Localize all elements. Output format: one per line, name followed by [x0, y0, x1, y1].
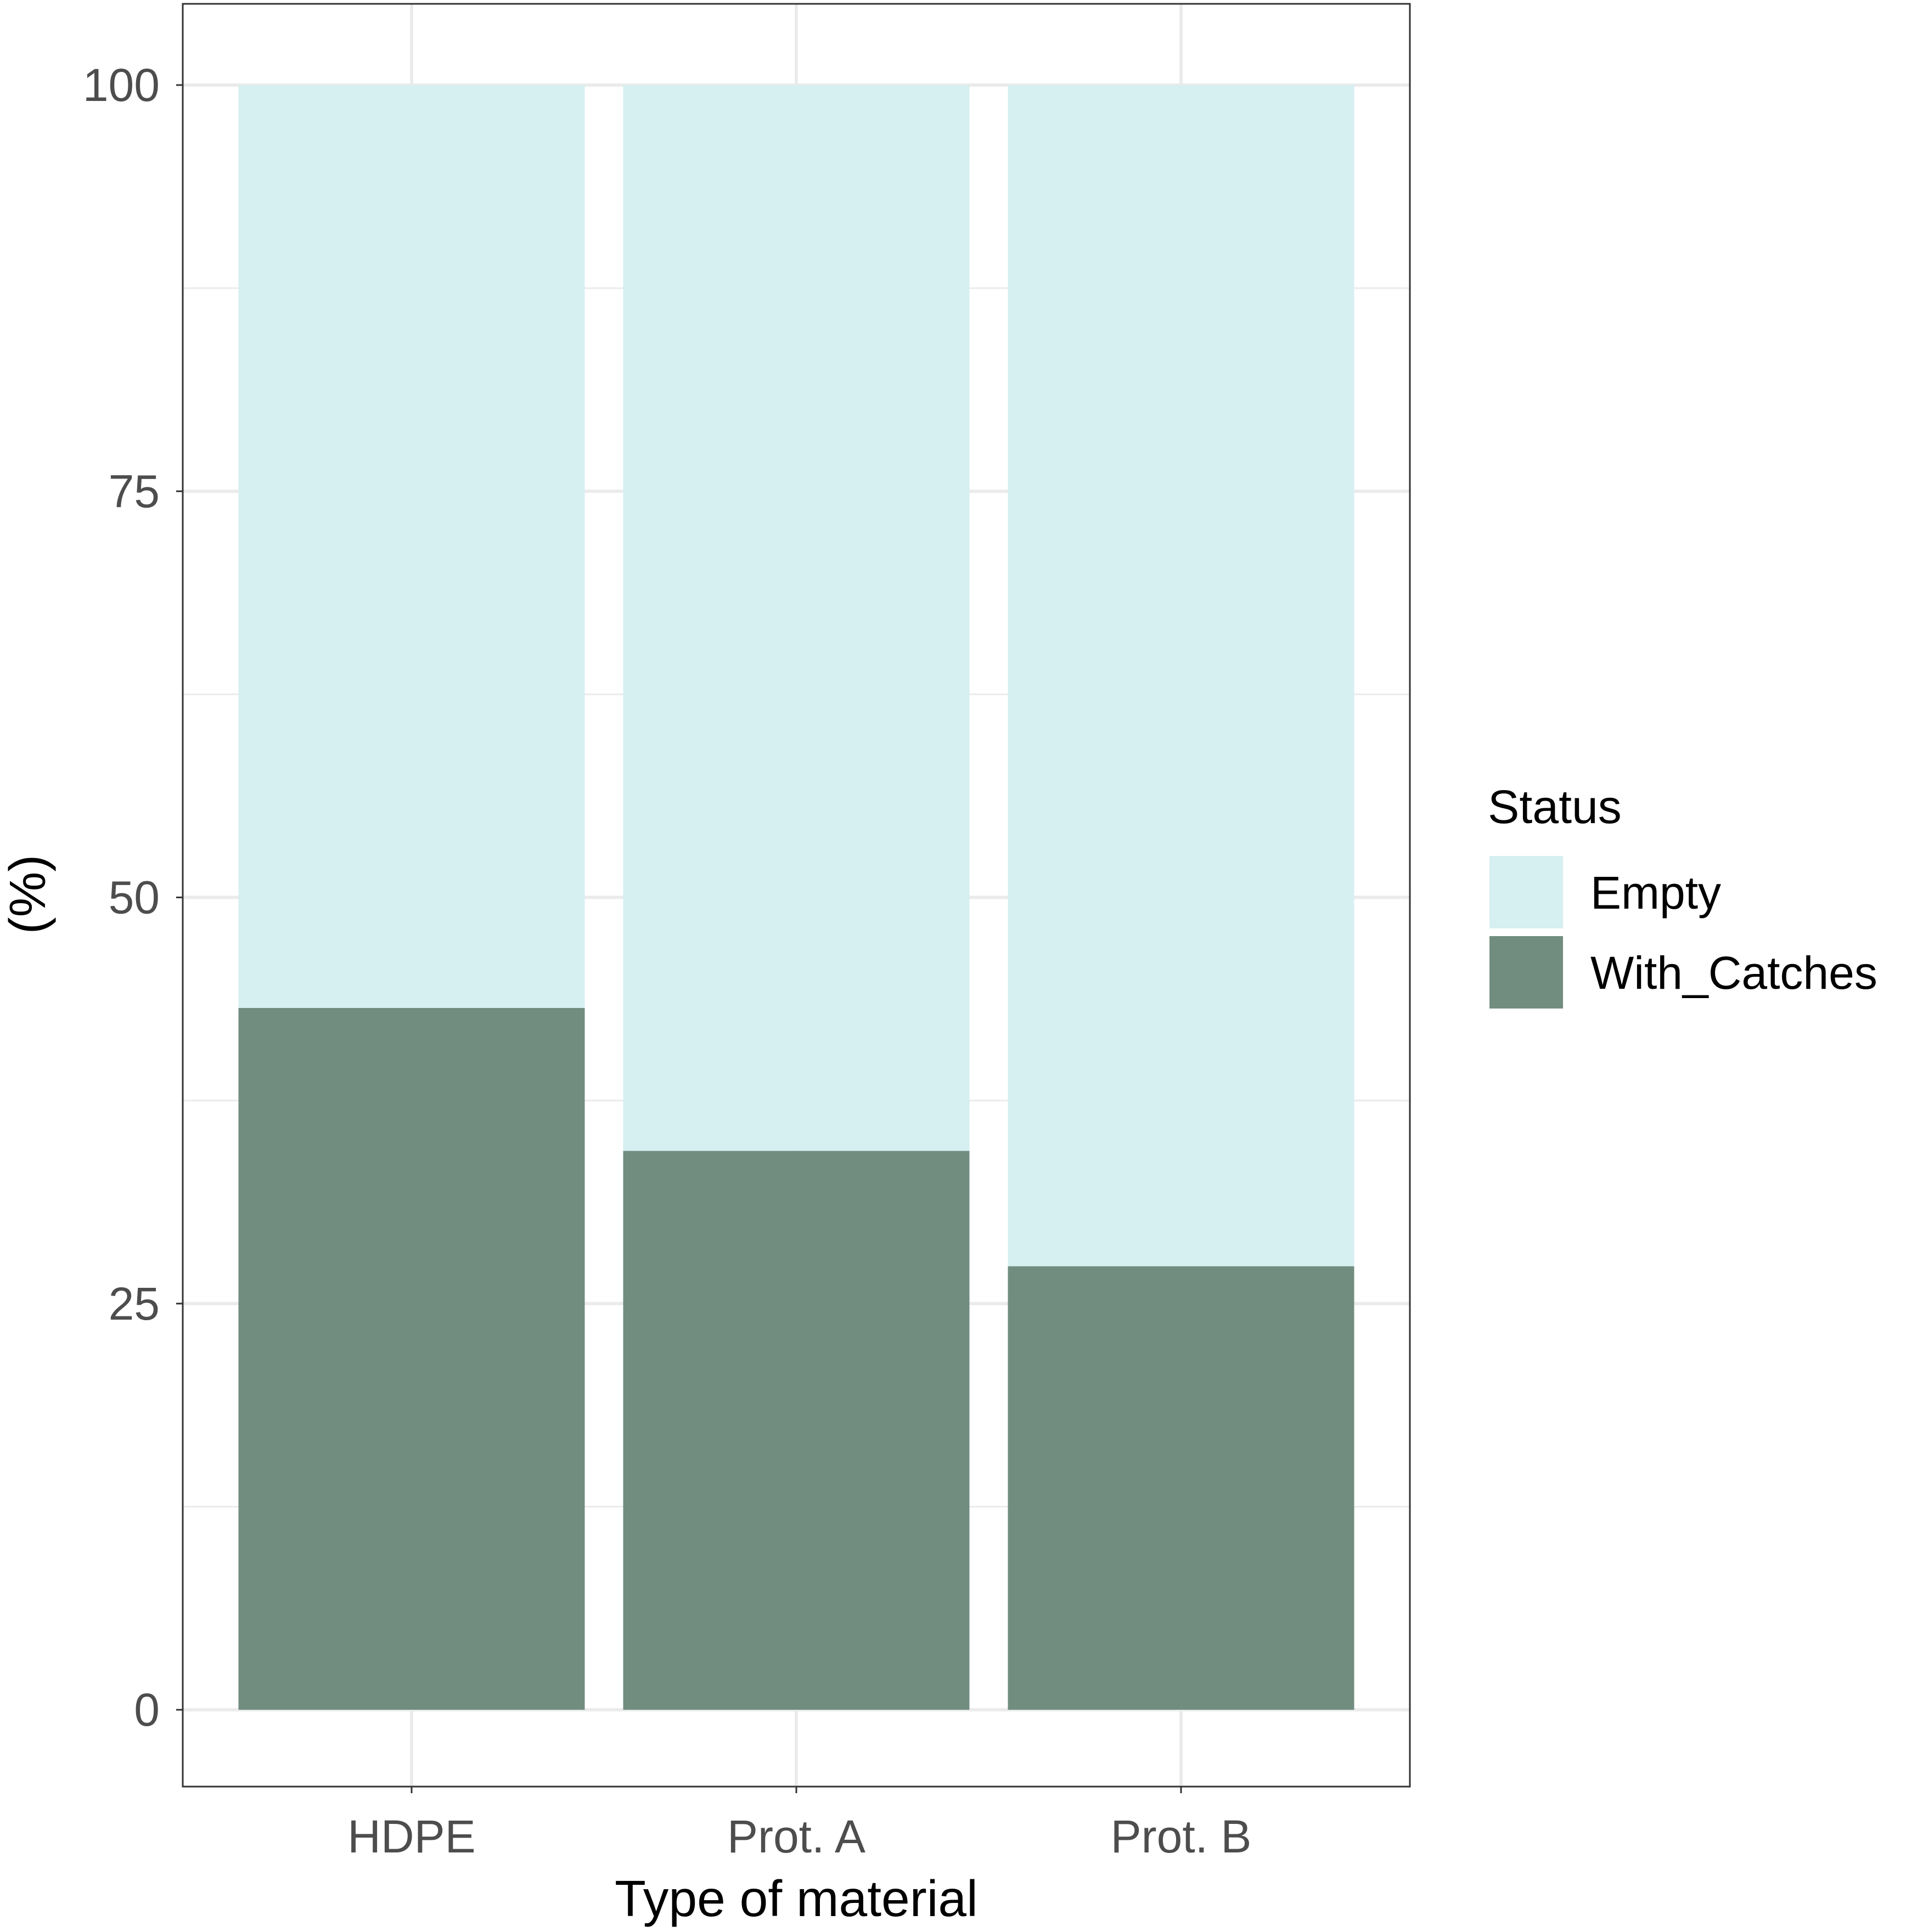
legend-label: With_Catches [1590, 947, 1877, 999]
x-axis-ticks: HDPE Prot. A Prot. B [347, 1787, 1251, 1862]
y-tick-label: 0 [134, 1684, 160, 1736]
legend-title: Status [1488, 781, 1622, 833]
bar-segment [623, 1151, 970, 1710]
y-axis-title: (%) [0, 855, 56, 934]
y-tick-label: 100 [83, 59, 160, 111]
bar-segment [238, 1007, 585, 1710]
legend-label: Empty [1590, 867, 1721, 919]
legend-key [1489, 856, 1563, 928]
x-axis-title: Type of material [615, 1870, 978, 1927]
legend: Status Empty With_Catches [1488, 781, 1877, 1009]
y-axis-ticks: 0 25 50 75 100 [83, 59, 183, 1736]
bar-segment [623, 85, 970, 1151]
y-tick-label: 75 [109, 465, 160, 517]
bar-segment [1008, 1266, 1354, 1710]
legend-key [1489, 936, 1563, 1009]
bar-segment [1008, 85, 1354, 1266]
x-tick-label: Prot. B [1111, 1811, 1252, 1862]
y-tick-label: 50 [109, 872, 160, 923]
y-tick-label: 25 [109, 1278, 160, 1330]
bar-segment [238, 85, 585, 1008]
x-tick-label: HDPE [347, 1811, 475, 1862]
x-tick-label: Prot. A [727, 1811, 865, 1862]
legend-items: Empty With_Catches [1489, 856, 1877, 1009]
bars [238, 85, 1354, 1710]
